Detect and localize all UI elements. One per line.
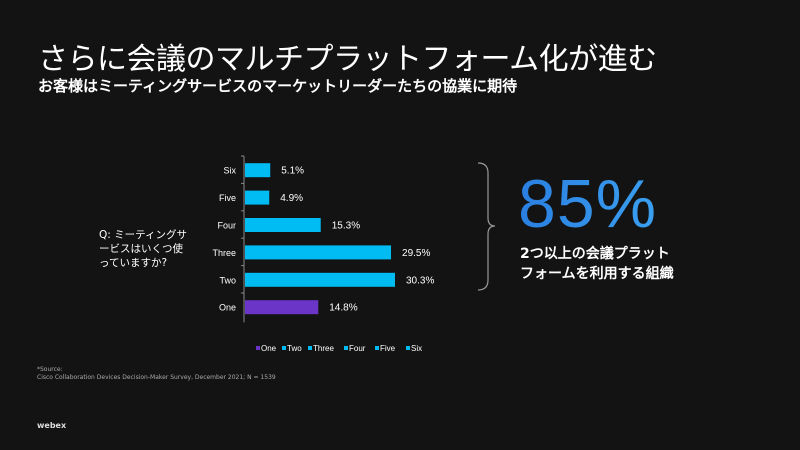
legend-label: Four: [349, 344, 366, 353]
survey-question: Q: ミーティングサービスはいくつ使っていますか?: [99, 229, 188, 269]
highlight-desc-line2: フォームを利用する組織: [520, 266, 674, 282]
category-label: Two: [219, 275, 236, 285]
highlight-value: 85%: [518, 166, 658, 242]
data-label: 14.8%: [329, 303, 357, 314]
category-label: Four: [217, 221, 236, 231]
legend-swatch: [256, 346, 260, 350]
data-label: 4.9%: [280, 193, 303, 204]
data-label: 30.3%: [406, 275, 434, 286]
legend-swatch: [282, 346, 286, 350]
legend-label: Three: [313, 344, 334, 353]
category-label: Three: [212, 248, 236, 258]
source-label: *Source:: [37, 366, 63, 373]
highlight-description: 2つ以上の会議プラット フォームを利用する組織: [520, 244, 674, 284]
webex-logo: webex: [37, 421, 67, 430]
bar-five: [245, 190, 270, 205]
legend-label: Six: [411, 344, 422, 353]
slide-subtitle: お客様はミーティングサービスのマーケットリーダーたちの協業に期待: [38, 77, 518, 95]
data-label: 5.1%: [281, 166, 304, 177]
legend-swatch: [308, 346, 312, 350]
data-label: 15.3%: [332, 221, 360, 232]
slide-title: さらに会議のマルチプラットフォーム化が進む: [38, 42, 657, 77]
legend-label: Two: [287, 344, 302, 353]
category-label: One: [219, 303, 236, 313]
bar-one: [245, 300, 319, 315]
legend-label: Five: [380, 344, 396, 353]
legend-swatch: [375, 346, 379, 350]
source-note: *Source: Cisco Collaboration Devices Dec…: [37, 366, 276, 382]
bar-four: [245, 218, 321, 232]
legend-swatch: [406, 346, 410, 350]
bar-six: [245, 163, 271, 178]
legend-swatch: [344, 346, 348, 350]
bar-two: [245, 272, 395, 287]
category-label: Six: [223, 166, 236, 176]
category-label: Five: [219, 193, 236, 203]
source-text: Cisco Collaboration Devices Decision-Mak…: [37, 374, 276, 381]
highlight-desc-line1: 2つ以上の会議プラット: [520, 246, 670, 262]
legend-label: One: [261, 344, 277, 353]
bar-three: [245, 245, 392, 260]
brace-icon: [477, 162, 496, 291]
data-label: 29.5%: [402, 248, 430, 259]
